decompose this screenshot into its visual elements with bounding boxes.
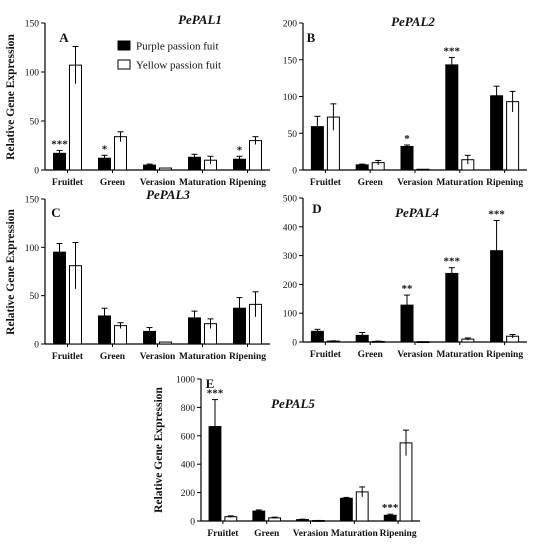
x-tick-label: Green [100, 178, 126, 188]
legend-swatch [117, 40, 131, 51]
x-tick-label: Maturation [436, 350, 484, 360]
x-tick-label: Fruitlet [52, 178, 84, 188]
x-tick-label: Green [358, 178, 384, 188]
bar-purple [252, 510, 266, 522]
y-tick-label: 400 [181, 461, 196, 471]
y-tick-label: 150 [25, 196, 40, 206]
y-tick-label: 600 [181, 432, 196, 442]
chart-panel-d: 0 100 200 300 400 500 Fruitlet Green Verasion ** M… [283, 195, 527, 360]
legend: Purple passion fuit Yellow passion fuit [117, 40, 221, 72]
y-tick-label: 50 [30, 292, 40, 302]
significance-label: *** [207, 388, 224, 400]
chart-panel-e: 0 200 400 600 800 1000 Fruitlet *** Green Verasio… [153, 376, 420, 539]
legend-swatch [117, 59, 131, 70]
x-tick-label: Fruitlet [310, 350, 342, 360]
x-tick-label: Verasion [397, 178, 433, 188]
y-tick-label: 400 [283, 223, 298, 233]
panel-letter: E [206, 376, 215, 391]
x-tick-label: Green [358, 350, 384, 360]
significance-label: ** [402, 283, 414, 295]
panel-letter: D [312, 201, 321, 216]
bar-purple [445, 64, 459, 171]
y-tick-label: 500 [283, 195, 298, 205]
bar-yellow [159, 341, 172, 345]
significance-label: * [404, 133, 410, 145]
y-tick-label: 0 [190, 518, 195, 528]
bar-purple [53, 251, 66, 345]
y-tick-label: 200 [283, 20, 298, 30]
significance-label: * [102, 143, 108, 155]
y-tick-label: 0 [292, 167, 297, 177]
bar-yellow [416, 341, 430, 344]
x-tick-label: Maturation [179, 178, 227, 188]
significance-label: *** [444, 46, 461, 58]
x-tick-label: Verasion [397, 350, 433, 360]
x-tick-label: Verasion [293, 529, 329, 539]
y-tick-label: 150 [25, 20, 40, 30]
bar-purple [339, 497, 353, 522]
panel-title: PePAL3 [146, 187, 190, 202]
x-tick-label: Fruitlet [52, 352, 84, 362]
x-tick-label: Fruitlet [207, 529, 239, 539]
y-tick-label: 0 [292, 339, 297, 349]
x-tick-label: Verasion [140, 352, 176, 362]
legend-label: Yellow passion fuit [136, 60, 221, 72]
x-tick-label: Maturation [179, 352, 227, 362]
significance-label: *** [382, 502, 399, 514]
x-tick-label: Maturation [436, 178, 484, 188]
y-tick-label: 50 [30, 118, 40, 128]
panel-title: PePAL1 [178, 12, 222, 27]
x-tick-label: Green [100, 352, 126, 362]
bar-purple [355, 164, 369, 171]
y-tick-label: 150 [283, 56, 298, 66]
significance-label: * [237, 144, 243, 156]
bar-purple [400, 145, 414, 171]
chart-panel-c: 0 50 100 150 Fruitlet Green Verasion Maturation… [5, 187, 270, 362]
y-tick-label: 100 [25, 69, 40, 79]
y-tick-label: 800 [181, 404, 196, 414]
bar-yellow [114, 136, 127, 171]
significance-label: *** [488, 208, 505, 220]
y-tick-label: 100 [25, 244, 40, 254]
x-tick-label: Maturation [331, 529, 379, 539]
y-axis-label: Relative Gene Expression [153, 387, 165, 513]
y-tick-label: 100 [283, 93, 298, 103]
x-tick-label: Ripening [229, 178, 266, 188]
chart-panel-b: 0 50 100 150 200 Fruitlet Green Verasion * Matura… [283, 14, 527, 188]
panel-title: PePAL4 [395, 205, 439, 220]
y-tick-label: 0 [34, 341, 39, 351]
legend-label: Purple passion fuit [136, 41, 219, 53]
chart-panel-a: 0 50 100 150 Fruitlet *** Green * Verasion Matura… [5, 12, 270, 188]
y-axis-label: Relative Gene Expression [5, 209, 17, 335]
significance-label: *** [51, 138, 68, 150]
panel-letter: A [59, 30, 69, 45]
bar-yellow [159, 167, 172, 171]
x-tick-label: Green [254, 529, 280, 539]
y-tick-label: 100 [283, 310, 298, 320]
x-tick-label: Ripening [486, 178, 523, 188]
y-tick-label: 1000 [176, 376, 195, 386]
significance-label: *** [444, 256, 461, 268]
bar-purple [445, 272, 459, 343]
y-tick-label: 50 [288, 130, 298, 140]
y-tick-label: 0 [34, 167, 39, 177]
bar-yellow [249, 140, 262, 171]
x-tick-label: Fruitlet [310, 178, 342, 188]
x-tick-label: Ripening [486, 350, 523, 360]
y-tick-label: 300 [283, 252, 298, 262]
y-tick-label: 200 [283, 281, 298, 291]
panel-letter: C [51, 205, 60, 220]
panel-letter: B [307, 30, 316, 45]
x-tick-label: Ripening [229, 352, 266, 362]
y-axis-label: Relative Gene Expression [5, 34, 17, 160]
panel-title: PePAL2 [391, 14, 435, 29]
panel-title: PePAL5 [271, 396, 315, 411]
x-tick-label: Verasion [140, 178, 176, 188]
y-tick-label: 200 [181, 489, 196, 499]
x-tick-label: Ripening [380, 529, 417, 539]
bar-yellow [416, 168, 430, 171]
bar-purple [490, 95, 504, 171]
